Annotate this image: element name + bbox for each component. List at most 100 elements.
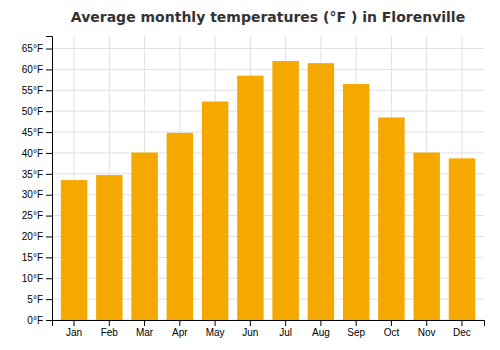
tick-label: Mar <box>136 327 154 338</box>
tick-label: 10°F <box>22 273 43 284</box>
tick-mark <box>320 320 321 326</box>
tick-mark <box>46 257 52 258</box>
tick: 25°F <box>22 210 52 221</box>
bar <box>202 102 228 320</box>
tick-label: Feb <box>101 327 119 338</box>
tick: 15°F <box>22 252 52 263</box>
tick: Aug <box>312 320 330 338</box>
tick: 5°F <box>27 294 52 305</box>
tick: Sep <box>347 320 365 338</box>
tick: 0°F <box>27 315 52 326</box>
grid-line <box>52 111 484 112</box>
tick-mark <box>46 299 52 300</box>
tick: Dec <box>453 320 471 338</box>
tick: 65°F <box>22 43 52 54</box>
tick: 60°F <box>22 64 52 75</box>
grid-line <box>52 69 484 70</box>
tick-mark <box>46 49 52 50</box>
tick-mark <box>46 153 52 154</box>
tick-label: 15°F <box>22 252 43 263</box>
tick-label: 0°F <box>27 315 43 326</box>
grid-line <box>52 132 484 133</box>
bar <box>61 180 87 320</box>
bar <box>96 175 122 320</box>
grid-line <box>52 90 484 91</box>
tick-label: 35°F <box>22 169 43 180</box>
tick: 20°F <box>22 231 52 242</box>
x-axis: Jan Feb Mar Apr May Jun Jul Aug Sep Oct Nov Dec <box>53 320 485 338</box>
axis-line <box>53 321 485 327</box>
tick: May <box>206 320 225 338</box>
tick: 55°F <box>22 85 52 96</box>
bar <box>343 84 369 320</box>
tick-mark <box>250 320 251 326</box>
tick-label: 25°F <box>22 210 43 221</box>
bar <box>272 61 298 320</box>
tick-mark <box>46 195 52 196</box>
tick: Mar <box>136 320 154 338</box>
tick-mark <box>179 320 180 326</box>
grid <box>52 36 484 320</box>
tick-label: Jul <box>279 327 292 338</box>
tick: Jul <box>279 320 292 338</box>
tick: 30°F <box>22 189 52 200</box>
tick-mark <box>391 320 392 326</box>
tick-label: Jan <box>66 327 82 338</box>
tick-label: Nov <box>418 327 436 338</box>
bar <box>413 153 439 320</box>
tick-mark <box>46 236 52 237</box>
tick-mark <box>46 90 52 91</box>
tick-label: 30°F <box>22 189 43 200</box>
tick: Apr <box>172 320 188 338</box>
tick: Nov <box>418 320 436 338</box>
bar <box>237 76 263 320</box>
tick-label: 5°F <box>27 294 43 305</box>
tick: Jun <box>242 320 258 338</box>
tick-mark <box>215 320 216 326</box>
tick-mark <box>46 132 52 133</box>
tick: Oct <box>384 320 400 338</box>
tick: 35°F <box>22 169 52 180</box>
tick-label: Apr <box>172 327 188 338</box>
bar <box>449 158 475 320</box>
tick: 45°F <box>22 127 52 138</box>
bar <box>167 133 193 320</box>
tick-mark <box>356 320 357 326</box>
tick-label: 50°F <box>22 106 43 117</box>
plot: 0°F 5°F 10°F 15°F 20°F 25°F 30°F 35°F 40°F 45°F 50… <box>22 36 485 338</box>
bar <box>308 63 334 320</box>
tick-label: 20°F <box>22 231 43 242</box>
tick-label: 45°F <box>22 127 43 138</box>
grid-line <box>52 48 484 49</box>
title: Average monthly temperatures (°F ) in Fl… <box>71 9 465 25</box>
bar <box>131 153 157 320</box>
tick-mark <box>74 320 75 326</box>
tick-label: Oct <box>384 327 400 338</box>
tick-mark <box>461 320 462 326</box>
bar <box>378 117 404 320</box>
tick-label: Aug <box>312 327 330 338</box>
tick: 10°F <box>22 273 52 284</box>
tick-mark <box>426 320 427 326</box>
tick-mark <box>46 320 52 321</box>
tick-mark <box>46 216 52 217</box>
tick: Feb <box>101 320 119 338</box>
tick-mark <box>46 69 52 70</box>
tick-mark <box>144 320 145 326</box>
tick-label: 40°F <box>22 148 43 159</box>
tick-label: Dec <box>453 327 471 338</box>
tick-mark <box>285 320 286 326</box>
tick-label: 65°F <box>22 43 43 54</box>
tick-mark <box>109 320 110 326</box>
tick: 40°F <box>22 148 52 159</box>
tick-label: 55°F <box>22 85 43 96</box>
tick-mark <box>46 174 52 175</box>
y-axis: 0°F 5°F 10°F 15°F 20°F 25°F 30°F 35°F 40°F 45°F 50… <box>22 37 53 326</box>
tick: 50°F <box>22 106 52 117</box>
tick: Jan <box>66 320 82 338</box>
bars <box>61 61 475 320</box>
tick-label: Jun <box>242 327 258 338</box>
tick-label: 60°F <box>22 64 43 75</box>
tick-mark <box>46 278 52 279</box>
chart: 0°F 5°F 10°F 15°F 20°F 25°F 30°F 35°F 40°F 45°F 50… <box>0 0 500 350</box>
